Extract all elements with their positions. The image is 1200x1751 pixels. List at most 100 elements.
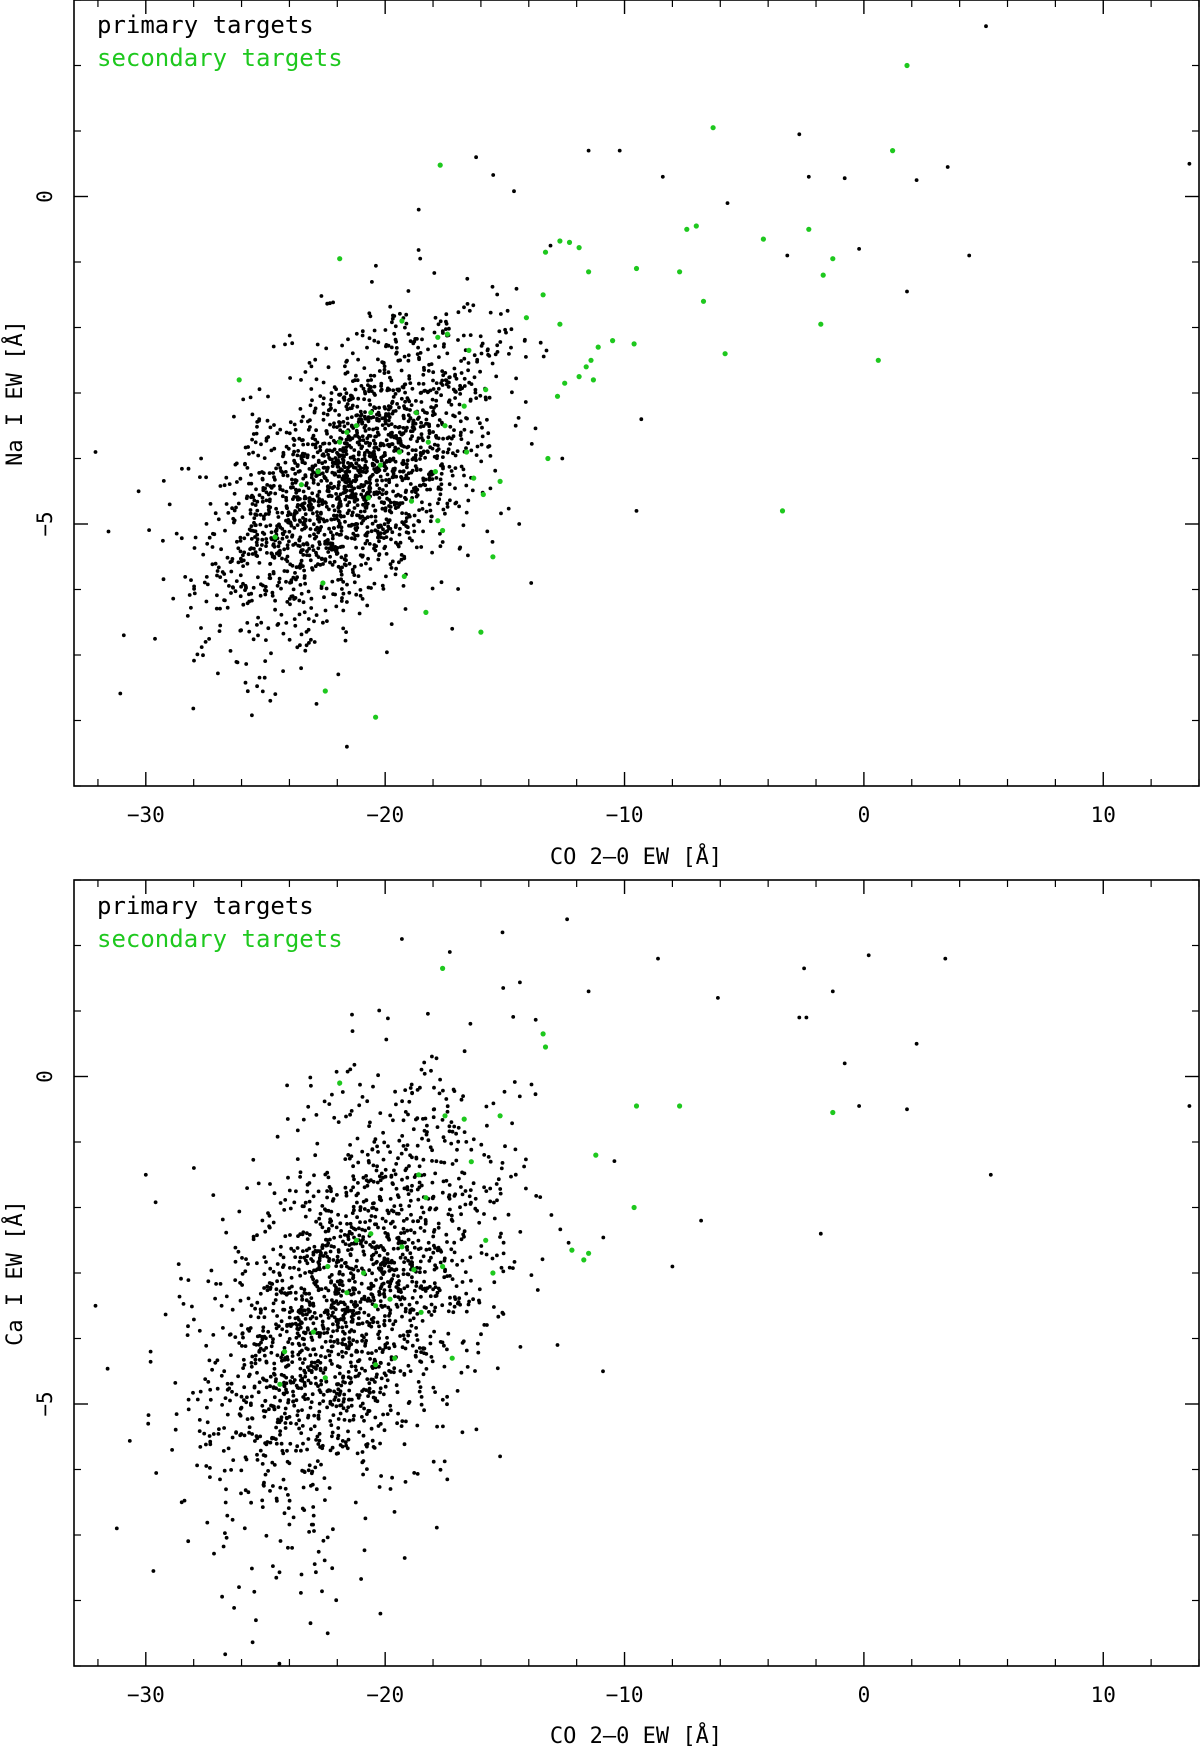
primary-point bbox=[866, 953, 871, 958]
primary-point bbox=[395, 387, 400, 392]
primary-point bbox=[312, 522, 316, 527]
primary-point bbox=[256, 1390, 261, 1395]
primary-point bbox=[268, 491, 273, 495]
primary-point bbox=[346, 1234, 350, 1239]
primary-point bbox=[506, 506, 511, 511]
primary-point bbox=[544, 348, 549, 353]
primary-point bbox=[453, 466, 458, 470]
primary-point bbox=[393, 466, 397, 471]
primary-point bbox=[455, 449, 460, 453]
primary-point bbox=[435, 1125, 440, 1129]
primary-point bbox=[247, 1329, 252, 1333]
primary-point bbox=[249, 481, 254, 486]
primary-point bbox=[373, 514, 378, 519]
primary-point bbox=[298, 1366, 303, 1371]
primary-point bbox=[413, 421, 418, 426]
primary-point bbox=[479, 1244, 484, 1248]
primary-point bbox=[457, 546, 462, 551]
primary-point bbox=[244, 1257, 248, 1261]
primary-point bbox=[268, 698, 273, 703]
primary-point bbox=[312, 498, 317, 503]
primary-point bbox=[336, 524, 341, 529]
primary-point bbox=[413, 490, 418, 495]
primary-point bbox=[338, 504, 343, 508]
primary-point bbox=[307, 1300, 312, 1305]
primary-point bbox=[260, 689, 265, 694]
primary-point bbox=[379, 1361, 383, 1365]
primary-point bbox=[421, 482, 426, 487]
primary-point bbox=[289, 523, 294, 528]
primary-point bbox=[231, 516, 236, 521]
primary-point bbox=[371, 1390, 376, 1394]
primary-point bbox=[182, 1498, 187, 1503]
primary-point bbox=[153, 1200, 158, 1205]
primary-point bbox=[357, 442, 362, 447]
primary-point bbox=[486, 352, 490, 357]
secondary-point bbox=[633, 265, 640, 272]
primary-point bbox=[260, 1218, 265, 1223]
primary-point bbox=[363, 410, 367, 414]
primary-point bbox=[392, 1370, 396, 1375]
primary-point bbox=[310, 398, 314, 403]
primary-point bbox=[351, 1174, 356, 1178]
primary-point bbox=[215, 573, 219, 578]
primary-point bbox=[457, 1226, 461, 1231]
primary-point bbox=[326, 538, 330, 542]
primary-point bbox=[370, 1147, 375, 1152]
primary-point bbox=[316, 460, 321, 464]
primary-point bbox=[410, 489, 414, 494]
primary-point bbox=[263, 584, 268, 589]
primary-point bbox=[340, 596, 344, 600]
primary-point bbox=[247, 1425, 252, 1430]
primary-point bbox=[352, 564, 357, 569]
primary-point bbox=[431, 1287, 435, 1292]
primary-point bbox=[273, 1379, 278, 1384]
primary-point bbox=[360, 1333, 364, 1338]
primary-point bbox=[336, 564, 341, 569]
primary-point bbox=[377, 1174, 382, 1179]
primary-point bbox=[439, 487, 443, 492]
primary-point bbox=[334, 1069, 339, 1074]
primary-point bbox=[401, 1144, 406, 1148]
primary-point bbox=[257, 1348, 262, 1353]
primary-point bbox=[363, 1228, 367, 1233]
primary-point bbox=[218, 575, 223, 579]
primary-point bbox=[313, 1282, 318, 1287]
primary-point bbox=[375, 483, 379, 487]
primary-point bbox=[219, 1303, 224, 1308]
primary-point bbox=[310, 1392, 315, 1397]
primary-point bbox=[499, 1231, 503, 1236]
primary-point bbox=[428, 519, 433, 524]
primary-point bbox=[306, 1468, 311, 1473]
primary-point bbox=[241, 1357, 246, 1362]
primary-point bbox=[261, 583, 265, 588]
primary-point bbox=[480, 434, 485, 439]
primary-point bbox=[373, 1137, 378, 1142]
primary-point bbox=[402, 522, 406, 526]
primary-point bbox=[391, 1246, 396, 1251]
primary-point bbox=[403, 476, 408, 481]
primary-point bbox=[248, 547, 253, 551]
primary-point bbox=[392, 1344, 397, 1349]
primary-point bbox=[329, 1209, 334, 1214]
primary-point bbox=[294, 1448, 298, 1453]
primary-point bbox=[352, 1286, 357, 1291]
primary-point bbox=[273, 607, 277, 612]
primary-point bbox=[441, 507, 446, 512]
primary-point bbox=[350, 394, 354, 398]
primary-point bbox=[403, 1306, 408, 1311]
primary-point bbox=[344, 558, 348, 563]
primary-point bbox=[377, 1336, 381, 1341]
primary-point bbox=[392, 1510, 397, 1514]
primary-point bbox=[479, 1332, 483, 1337]
primary-point bbox=[276, 462, 281, 467]
primary-point bbox=[344, 475, 349, 480]
primary-point bbox=[326, 1327, 330, 1331]
primary-point bbox=[260, 1462, 265, 1466]
primary-point bbox=[223, 579, 228, 583]
primary-point bbox=[305, 1254, 309, 1259]
primary-point bbox=[316, 530, 321, 535]
primary-point bbox=[432, 442, 437, 447]
primary-point bbox=[509, 327, 514, 332]
primary-point bbox=[418, 1226, 423, 1230]
